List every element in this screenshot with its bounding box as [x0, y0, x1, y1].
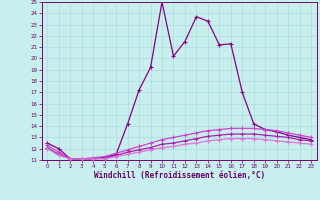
X-axis label: Windchill (Refroidissement éolien,°C): Windchill (Refroidissement éolien,°C)	[94, 171, 265, 180]
